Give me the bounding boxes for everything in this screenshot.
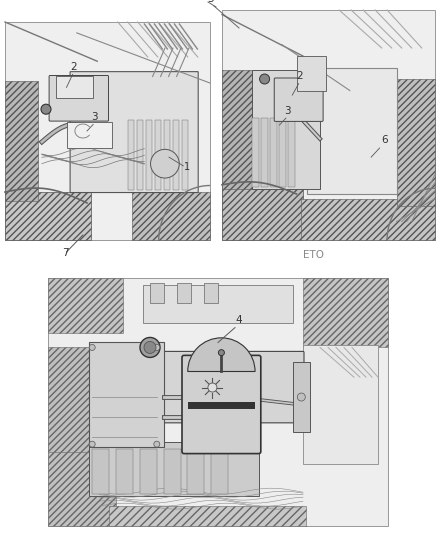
Bar — [143, 286, 293, 322]
Circle shape — [89, 344, 95, 350]
Bar — [297, 56, 326, 91]
Circle shape — [219, 350, 224, 356]
FancyBboxPatch shape — [49, 76, 109, 121]
FancyBboxPatch shape — [274, 78, 323, 122]
Circle shape — [154, 344, 160, 350]
Text: 3: 3 — [284, 106, 290, 116]
Bar — [279, 118, 286, 187]
Bar — [67, 122, 112, 148]
Bar — [5, 22, 210, 240]
Bar — [164, 120, 170, 190]
Text: 1: 1 — [184, 162, 191, 172]
Circle shape — [151, 149, 179, 178]
Bar — [252, 70, 320, 189]
Bar — [222, 70, 254, 189]
Bar — [301, 199, 435, 240]
Bar — [177, 283, 191, 303]
Bar — [222, 182, 303, 240]
Bar — [303, 345, 378, 464]
Circle shape — [140, 337, 160, 358]
Text: 6: 6 — [382, 135, 389, 146]
Bar — [164, 449, 180, 494]
Text: 3: 3 — [91, 112, 98, 122]
Bar — [173, 120, 179, 190]
Bar — [293, 362, 310, 432]
Bar — [56, 77, 93, 98]
Bar — [146, 120, 152, 190]
Text: 4: 4 — [235, 314, 242, 325]
Circle shape — [154, 441, 160, 447]
Bar — [397, 79, 435, 206]
Bar — [116, 449, 133, 494]
Bar — [270, 118, 277, 187]
Bar — [48, 348, 89, 451]
FancyBboxPatch shape — [70, 71, 198, 192]
Bar — [150, 283, 164, 303]
Bar — [211, 449, 228, 494]
Circle shape — [144, 342, 156, 353]
Bar — [155, 120, 161, 190]
Bar — [89, 442, 259, 496]
FancyBboxPatch shape — [182, 356, 261, 454]
Bar — [137, 120, 143, 190]
Bar — [205, 283, 218, 303]
Text: 2: 2 — [297, 71, 303, 81]
Circle shape — [41, 104, 51, 114]
Bar — [182, 120, 188, 190]
Text: 5: 5 — [207, 0, 214, 4]
Text: ETO: ETO — [303, 250, 324, 260]
Circle shape — [208, 383, 217, 392]
Bar — [5, 81, 38, 201]
FancyBboxPatch shape — [115, 351, 304, 423]
Bar — [48, 439, 116, 526]
Bar — [222, 10, 435, 240]
Text: 2: 2 — [71, 62, 77, 72]
Bar — [252, 118, 259, 187]
Bar — [5, 192, 91, 240]
Bar — [109, 506, 307, 526]
Bar — [132, 192, 210, 240]
Bar — [48, 278, 123, 333]
Circle shape — [260, 74, 270, 84]
Bar — [307, 68, 397, 194]
Bar — [261, 118, 268, 187]
Bar — [188, 402, 255, 409]
Bar — [89, 343, 164, 447]
Text: 7: 7 — [62, 248, 69, 258]
Bar — [128, 120, 134, 190]
Bar — [92, 449, 109, 494]
Circle shape — [297, 393, 305, 401]
Bar — [140, 449, 157, 494]
Wedge shape — [188, 338, 255, 372]
Bar — [48, 278, 388, 526]
Bar — [187, 449, 205, 494]
Circle shape — [89, 441, 95, 447]
Bar — [303, 278, 388, 348]
Bar — [288, 118, 295, 187]
